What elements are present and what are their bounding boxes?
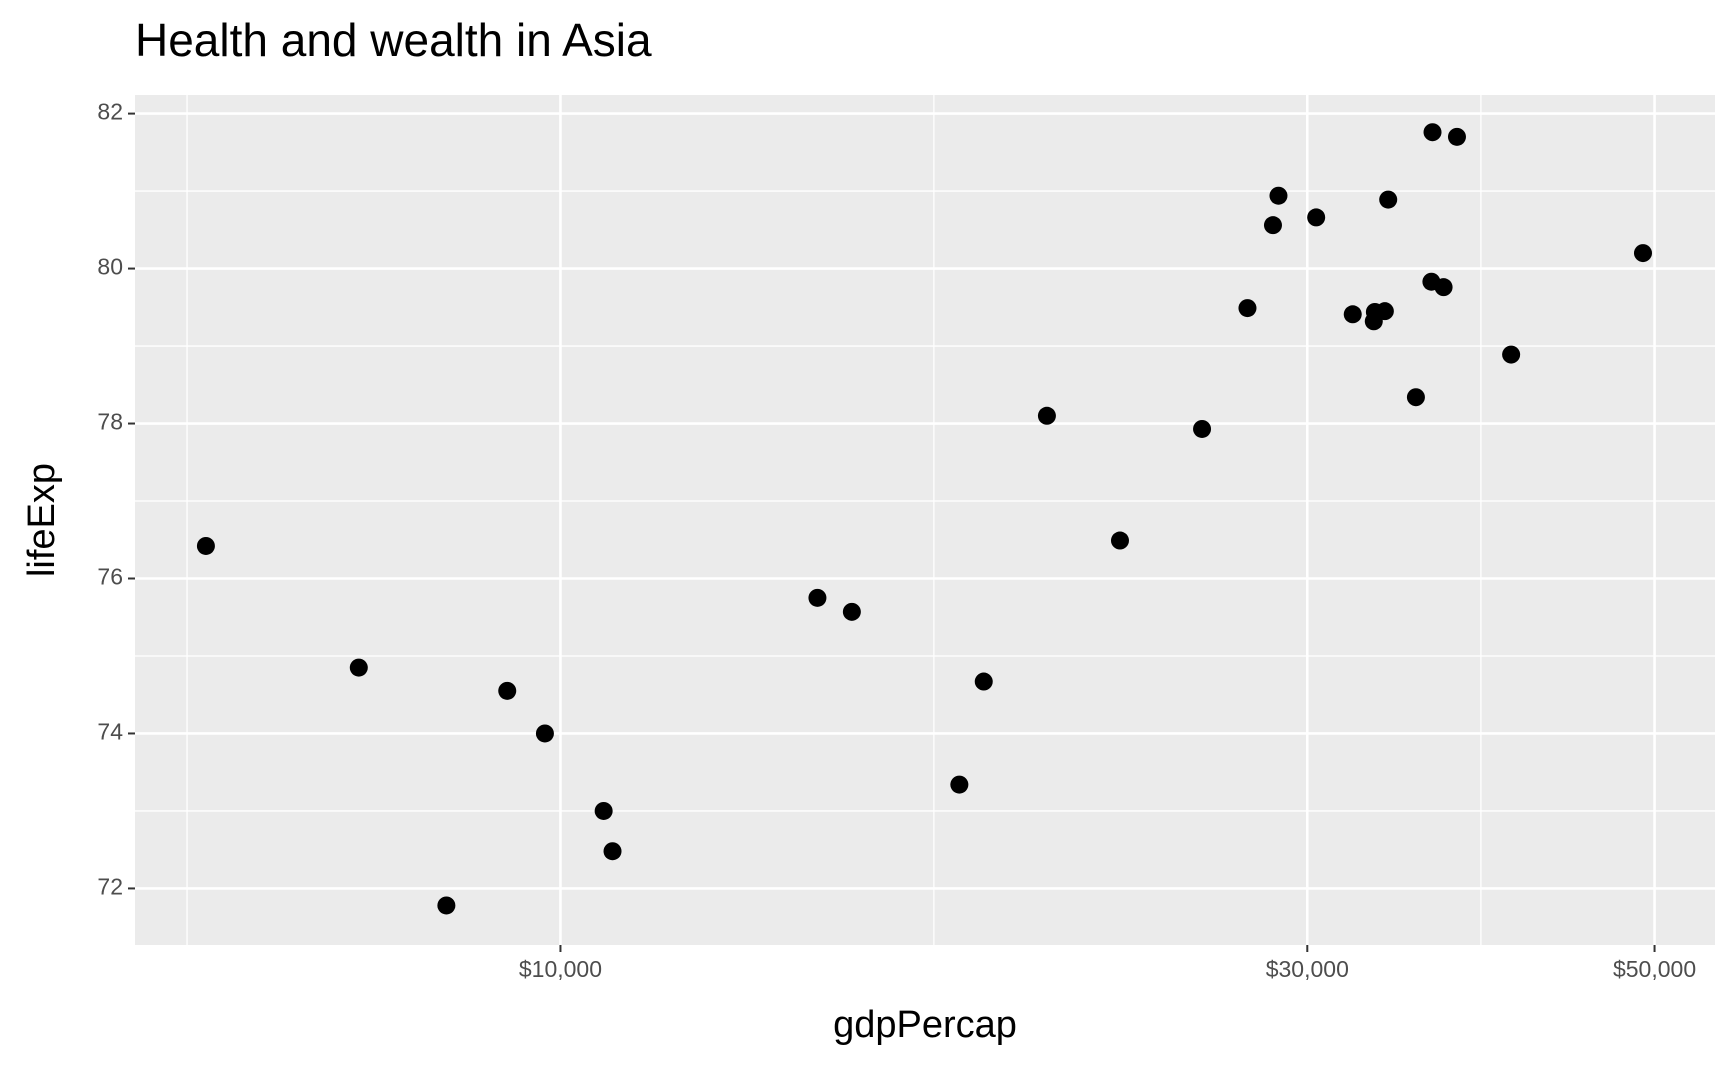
- x-tick-label: $50,000: [1613, 956, 1696, 982]
- point: [1502, 345, 1521, 364]
- point: [1406, 388, 1425, 407]
- point: [1263, 216, 1282, 235]
- y-tick-label: 72: [97, 874, 123, 900]
- point: [1375, 302, 1394, 321]
- y-tick-label: 80: [97, 254, 123, 280]
- y-tick-label: 82: [97, 99, 123, 125]
- chart-title: Health and wealth in Asia: [135, 14, 652, 66]
- point: [1307, 208, 1326, 227]
- point: [1193, 419, 1212, 438]
- point: [1633, 244, 1652, 263]
- point: [1110, 531, 1129, 550]
- point: [1447, 127, 1466, 146]
- x-tick-label: $30,000: [1266, 956, 1349, 982]
- y-tick-label: 74: [97, 719, 123, 745]
- point: [196, 536, 215, 555]
- point: [1269, 186, 1288, 205]
- point: [498, 681, 517, 700]
- point: [1379, 190, 1398, 209]
- point: [1343, 305, 1362, 324]
- point: [1037, 406, 1056, 425]
- y-tick-label: 76: [97, 564, 123, 590]
- x-tick-label: $10,000: [519, 956, 602, 982]
- point: [974, 672, 993, 691]
- panel: [135, 95, 1715, 945]
- point: [1238, 299, 1257, 318]
- point: [1423, 123, 1442, 142]
- point: [594, 801, 613, 820]
- y-tick-label: 78: [97, 409, 123, 435]
- point: [349, 658, 368, 677]
- point: [1434, 278, 1453, 297]
- x-axis-label: gdpPercap: [833, 1004, 1017, 1046]
- y-axis-label: lifeExp: [21, 463, 63, 577]
- point: [808, 588, 827, 607]
- point: [437, 896, 456, 915]
- point: [535, 724, 554, 743]
- point: [950, 775, 969, 794]
- point: [842, 602, 861, 621]
- point: [603, 842, 622, 861]
